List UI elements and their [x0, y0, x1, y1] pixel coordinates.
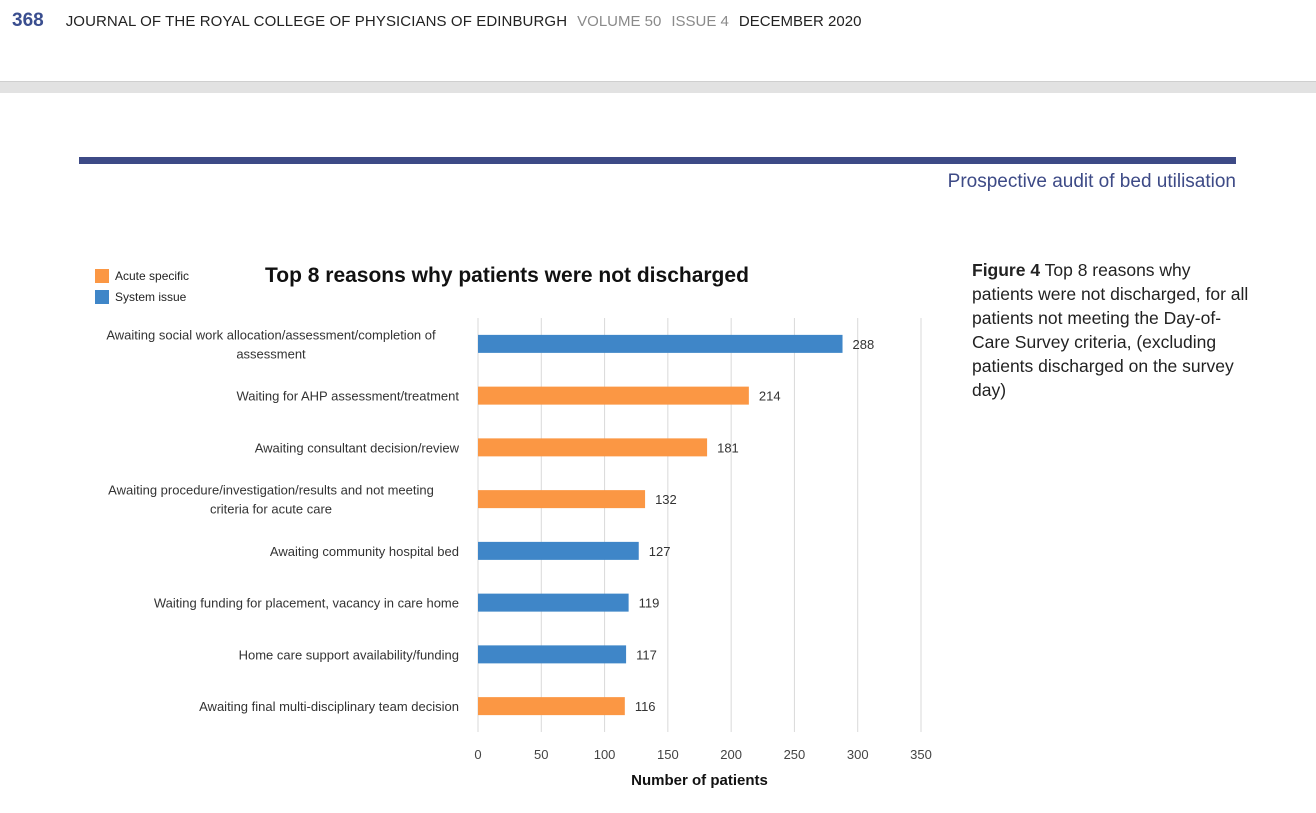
- data-label: 214: [759, 389, 781, 404]
- data-label: 132: [655, 492, 677, 507]
- category-label: Awaiting procedure/investigation/results…: [108, 483, 434, 517]
- volume: VOLUME 50: [577, 13, 662, 30]
- section-rule: [79, 157, 1236, 164]
- section-title: Prospective audit of bed utilisation: [947, 171, 1236, 192]
- x-tick-label: 150: [657, 747, 679, 762]
- bar: [478, 334, 843, 353]
- legend-swatch-acute-specific: [95, 268, 109, 283]
- legend-swatch-system-issue: [95, 289, 109, 304]
- header-band: [0, 81, 1316, 93]
- x-tick-label: 350: [910, 747, 932, 762]
- x-tick-label: 0: [474, 747, 481, 762]
- page-number: 368: [12, 10, 44, 31]
- x-tick-label: 100: [594, 747, 616, 762]
- legend-item-system-issue: System issue: [95, 286, 189, 307]
- chart-legend: Acute specific System issue: [95, 265, 189, 307]
- category-label: Awaiting final multi-disciplinary team d…: [199, 699, 459, 714]
- bar: [478, 697, 625, 716]
- caption-text: Top 8 reasons why patients were not disc…: [972, 260, 1249, 400]
- x-tick-label: 200: [720, 747, 742, 762]
- legend-item-acute-specific: Acute specific: [95, 265, 189, 286]
- caption-label: Figure 4: [972, 260, 1041, 280]
- x-axis-label: Number of patients: [631, 772, 768, 789]
- data-label: 181: [717, 440, 739, 455]
- x-tick-label: 250: [784, 747, 806, 762]
- bar: [478, 541, 639, 560]
- data-label: 117: [636, 647, 657, 662]
- data-label: 127: [649, 544, 671, 559]
- bar: [478, 645, 627, 664]
- x-tick-label: 300: [847, 747, 869, 762]
- x-tick-label: 50: [534, 747, 548, 762]
- bar: [478, 593, 629, 612]
- bar: [478, 386, 749, 405]
- bar: [478, 490, 646, 509]
- category-label: Waiting funding for placement, vacancy i…: [154, 596, 459, 611]
- issue-date: DECEMBER 2020: [738, 13, 862, 30]
- category-label: Waiting for AHP assessment/treatment: [236, 389, 459, 404]
- legend-label-acute-specific: Acute specific: [115, 268, 190, 283]
- running-head: 368 JOURNAL OF THE ROYAL COLLEGE OF PHYS…: [12, 10, 861, 36]
- journal-title: JOURNAL OF THE ROYAL COLLEGE OF PHYSICIA…: [65, 13, 568, 30]
- category-label: Awaiting social work allocation/assessme…: [106, 327, 436, 361]
- category-label: Home care support availability/funding: [239, 647, 459, 662]
- data-label: 119: [639, 596, 660, 611]
- figure-caption: Figure 4 Top 8 reasons why patients were…: [972, 258, 1252, 402]
- bar: [478, 438, 708, 457]
- issue: ISSUE 4: [671, 13, 729, 30]
- data-label: 288: [853, 337, 875, 352]
- chart-title: Top 8 reasons why patients were not disc…: [265, 264, 749, 287]
- category-label: Awaiting consultant decision/review: [255, 440, 460, 455]
- category-label: Awaiting community hospital bed: [270, 544, 459, 559]
- legend-label-system-issue: System issue: [115, 289, 187, 304]
- data-label: 116: [635, 699, 656, 714]
